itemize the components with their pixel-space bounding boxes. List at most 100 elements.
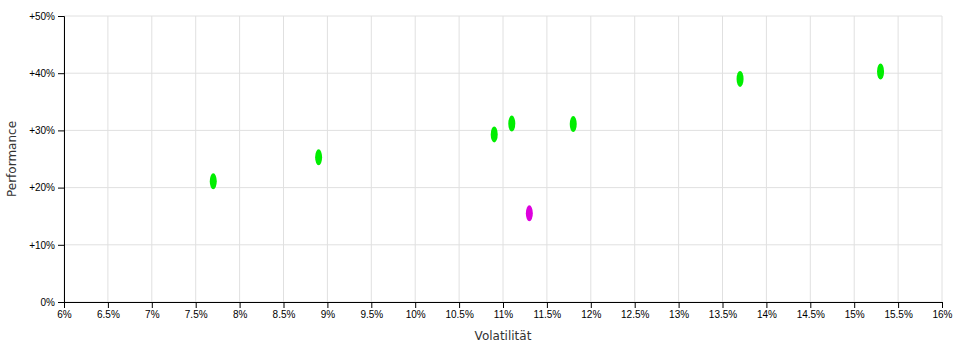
point (526, 205, 533, 221)
x-tick-mark (108, 302, 109, 308)
y-tick: 0% (41, 297, 64, 308)
x-tick-mark (854, 302, 855, 308)
x-tick: 9% (321, 302, 336, 320)
y-tick-mark (58, 245, 64, 246)
x-tick-label: 13.5% (709, 309, 737, 320)
x-tick-mark (766, 302, 767, 308)
grid-line-x (898, 16, 899, 302)
x-tick-label: 9% (321, 309, 336, 320)
x-tick-label: 7% (145, 309, 160, 320)
grid-line-y (64, 244, 942, 245)
x-tick-label: 8.5% (273, 309, 296, 320)
grid-line-x (634, 16, 635, 302)
y-tick-mark (58, 302, 64, 303)
x-tick: 10% (406, 302, 426, 320)
y-tick-label: +30% (29, 125, 55, 136)
y-tick-mark (58, 73, 64, 74)
x-tick-label: 12.5% (621, 309, 649, 320)
series (210, 63, 884, 189)
x-tick: 16% (932, 302, 952, 320)
x-tick: 8% (233, 302, 248, 320)
point (508, 116, 515, 132)
x-tick-label: 15% (845, 309, 865, 320)
x-tick: 8.5% (273, 302, 296, 320)
point (315, 149, 322, 165)
x-tick-label: 13% (669, 309, 689, 320)
grid-line-x (107, 16, 108, 302)
grid-line-x (854, 16, 855, 302)
x-tick: 9.5% (360, 302, 383, 320)
x-axis: 6% 6.5% 7% 7.5% 8% 8.5% 9% 9.5% 10% 10.5% 11% 11.5%… (57, 302, 952, 320)
x-tick-mark (152, 302, 153, 308)
y-tick: +10% (29, 240, 64, 251)
grid-line-x (503, 16, 504, 302)
x-tick-mark (723, 302, 724, 308)
grid-line-x (942, 16, 943, 302)
y-axis-line (58, 17, 65, 303)
x-tick-mark (635, 302, 636, 308)
x-tick: 14.5% (797, 302, 825, 320)
x-tick-mark (415, 302, 416, 308)
y-tick: +20% (29, 182, 64, 193)
x-tick: 10.5% (445, 302, 473, 320)
x-tick-mark (503, 302, 504, 308)
x-tick: 12% (581, 302, 601, 320)
x-tick-label: 7.5% (185, 309, 208, 320)
grid-line-x (283, 16, 284, 302)
x-tick-label: 14.5% (797, 309, 825, 320)
x-tick: 11.5% (534, 302, 562, 320)
x-tick: 12.5% (621, 302, 649, 320)
x-tick-label: 12% (581, 309, 601, 320)
grid-line-x (415, 16, 416, 302)
point (737, 71, 744, 87)
y-tick: +50% (29, 11, 64, 22)
x-tick: 13.5% (709, 302, 737, 320)
grid-line-y (64, 73, 942, 74)
y-tick: +40% (29, 68, 64, 79)
x-tick: 15.5% (884, 302, 912, 320)
x-tick-mark (371, 302, 372, 308)
grid-line-x (810, 16, 811, 302)
plot: 6% 6.5% 7% 7.5% 8% 8.5% 9% 9.5% 10% 10.5% 11% 11.5%… (29, 11, 952, 320)
x-tick: 13% (669, 302, 689, 320)
x-tick-label: 14% (757, 309, 777, 320)
y-tick-label: +50% (29, 11, 55, 22)
points (210, 63, 884, 221)
x-tick-mark (327, 302, 328, 308)
x-tick-label: 10.5% (445, 309, 473, 320)
x-tick-mark (810, 302, 811, 308)
series (526, 205, 533, 221)
grid-line-y (64, 187, 942, 188)
point (877, 63, 884, 79)
x-tick-mark (547, 302, 548, 308)
y-tick-label: 0% (41, 297, 56, 308)
x-tick-mark (284, 302, 285, 308)
chart: 6% 6.5% 7% 7.5% 8% 8.5% 9% 9.5% 10% 10.5% 11% 11.5%… (0, 0, 966, 350)
point (570, 116, 577, 132)
y-tick-label: +10% (29, 240, 55, 251)
grid-line-x (766, 16, 767, 302)
x-tick: 6.5% (97, 302, 120, 320)
x-tick: 7% (145, 302, 160, 320)
x-tick-label: 11% (494, 309, 513, 320)
x-tick-mark (898, 302, 899, 308)
x-tick-label: 16% (932, 309, 952, 320)
x-axis-title: Volatilität (475, 329, 532, 343)
grid-line-x (546, 16, 547, 302)
y-tick: +30% (29, 125, 64, 136)
grid-line-x (459, 16, 460, 302)
x-tick-label: 10% (406, 309, 426, 320)
grid (64, 16, 942, 302)
x-tick-mark (591, 302, 592, 308)
y-axis: 0% +10% +20% +30% +40% +50% (29, 11, 64, 308)
x-tick-mark (679, 302, 680, 308)
grid-line-x (327, 16, 328, 302)
grid-line-y (64, 130, 942, 131)
grid-line-x (371, 16, 372, 302)
x-tick-label: 6% (57, 309, 72, 320)
grid-line-x (590, 16, 591, 302)
x-tick-label: 11.5% (534, 309, 562, 320)
y-axis-title: Performance (5, 121, 19, 197)
point (491, 126, 498, 142)
grid-line-x (678, 16, 679, 302)
